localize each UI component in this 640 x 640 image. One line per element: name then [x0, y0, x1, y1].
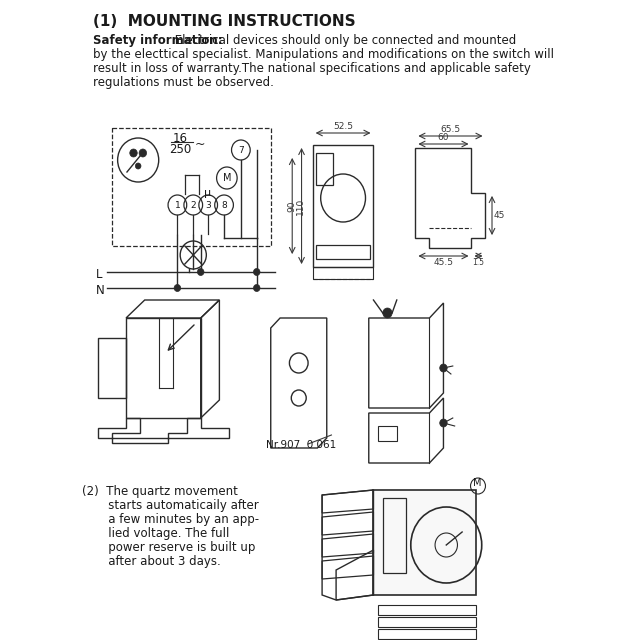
- Text: (2)  The quartz movement: (2) The quartz movement: [82, 485, 238, 498]
- Text: 7: 7: [238, 145, 244, 154]
- Text: 2: 2: [191, 200, 196, 209]
- Text: a few minutes by an app-: a few minutes by an app-: [82, 513, 259, 526]
- Bar: [378, 426, 397, 441]
- Text: N: N: [96, 284, 105, 297]
- Circle shape: [198, 269, 204, 275]
- Text: 45.5: 45.5: [433, 258, 454, 267]
- Circle shape: [139, 149, 147, 157]
- Circle shape: [440, 419, 447, 427]
- Text: by the electtical specialist. Manipulations and modifications on the switch will: by the electtical specialist. Manipulati…: [93, 48, 554, 61]
- Text: 110: 110: [296, 197, 305, 214]
- Text: 90: 90: [287, 200, 296, 212]
- Text: 45: 45: [494, 211, 505, 220]
- Text: 250: 250: [169, 143, 191, 156]
- Text: μ: μ: [204, 188, 211, 198]
- Text: ~: ~: [194, 138, 205, 151]
- Text: Nr.907  0 061: Nr.907 0 061: [266, 440, 337, 450]
- Text: Electrical devices should only be connected and mounted: Electrical devices should only be connec…: [171, 34, 516, 47]
- Bar: [383, 498, 406, 573]
- Text: result in loss of warranty.The national specifications and applicable safety: result in loss of warranty.The national …: [93, 62, 531, 75]
- Circle shape: [440, 364, 447, 372]
- Text: 8: 8: [221, 200, 227, 209]
- Text: M: M: [223, 173, 231, 183]
- Text: 65.5: 65.5: [440, 125, 460, 134]
- Bar: [313, 145, 373, 267]
- Text: 52.5: 52.5: [333, 122, 353, 131]
- Bar: [317, 245, 370, 259]
- Text: L: L: [96, 268, 102, 281]
- Text: 60: 60: [438, 133, 449, 142]
- Text: (1)  MOUNTING INSTRUCTIONS: (1) MOUNTING INSTRUCTIONS: [93, 14, 356, 29]
- Bar: [317, 153, 333, 185]
- Circle shape: [383, 308, 392, 318]
- Text: Safety information:: Safety information:: [93, 34, 223, 47]
- Circle shape: [253, 285, 260, 291]
- Text: 3: 3: [205, 200, 211, 209]
- Text: regulations must be observed.: regulations must be observed.: [93, 76, 274, 89]
- Text: lied voltage. The full: lied voltage. The full: [82, 527, 230, 540]
- Circle shape: [136, 163, 141, 169]
- Text: M: M: [474, 478, 482, 488]
- Text: 1: 1: [175, 200, 180, 209]
- Text: 1.5: 1.5: [472, 258, 484, 267]
- Text: starts automaticaily after: starts automaticaily after: [82, 499, 259, 512]
- Bar: [313, 267, 373, 279]
- Bar: [373, 490, 476, 595]
- Circle shape: [253, 269, 260, 275]
- Text: after about 3 days.: after about 3 days.: [82, 555, 221, 568]
- Circle shape: [174, 285, 180, 291]
- Circle shape: [130, 149, 137, 157]
- Bar: [112, 128, 271, 246]
- Text: 16: 16: [173, 132, 188, 145]
- Text: power reserve is built up: power reserve is built up: [82, 541, 255, 554]
